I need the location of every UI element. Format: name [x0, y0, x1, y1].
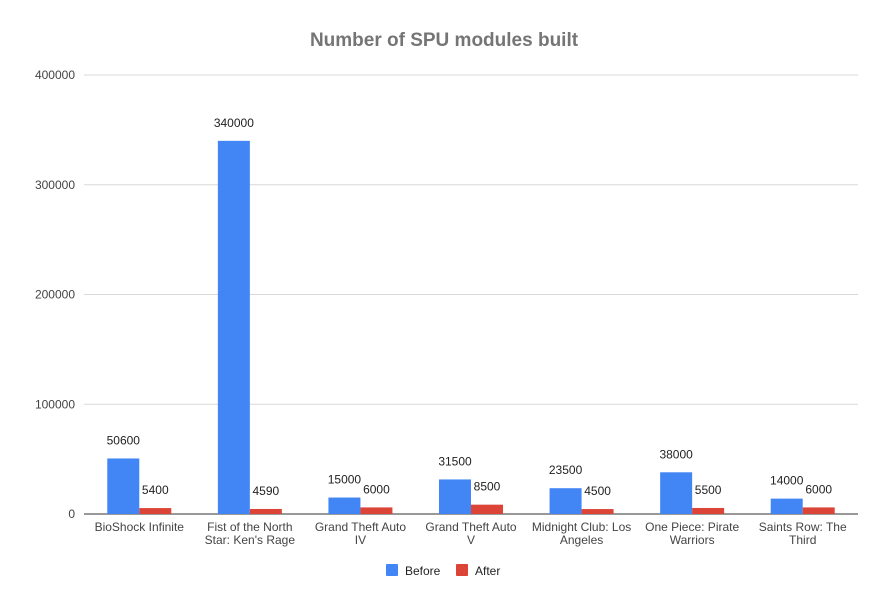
data-labels: 5060054003400004590150006000315008500235… — [107, 116, 833, 498]
y-axis-ticks: 0 100000 200000 300000 400000 — [35, 68, 75, 521]
bar-after — [139, 508, 172, 514]
data-label: 15000 — [328, 473, 362, 487]
gridlines — [84, 74, 858, 515]
x-category-label: Grand Theft Auto IV — [315, 520, 406, 547]
legend-swatch-after — [456, 564, 468, 576]
data-label: 38000 — [659, 447, 693, 461]
x-category-label: BioShock Infinite — [95, 520, 185, 534]
bar-after — [581, 509, 614, 514]
bar-after — [471, 504, 503, 514]
bar-after — [360, 507, 393, 514]
x-axis-categories: BioShock Infinite Fist of the North Star: … — [95, 520, 847, 547]
y-tick-label: 300000 — [35, 178, 75, 192]
data-label: 340000 — [214, 116, 254, 130]
y-tick-label: 0 — [68, 507, 75, 521]
data-label: 23500 — [549, 463, 583, 477]
data-label: 4590 — [253, 484, 280, 498]
chart-title: Number of SPU modules built — [310, 30, 579, 51]
bar-before — [217, 140, 250, 514]
y-tick-label: 100000 — [35, 397, 75, 411]
bar-before — [660, 472, 693, 514]
data-label: 4500 — [584, 484, 611, 498]
bar-before — [549, 488, 582, 514]
bar-after — [249, 508, 282, 514]
data-label: 8500 — [474, 480, 501, 494]
bar-before — [328, 497, 361, 514]
legend-swatch-before — [386, 564, 398, 576]
bars — [107, 140, 835, 514]
legend-label-after: After — [475, 564, 500, 578]
data-label: 50600 — [107, 433, 141, 447]
data-label: 5500 — [695, 483, 722, 497]
bar-before — [107, 458, 140, 514]
data-label: 6000 — [363, 482, 390, 496]
data-label: 31500 — [438, 454, 472, 468]
x-category-label: Grand Theft Auto V — [425, 520, 516, 547]
bar-before — [439, 479, 471, 514]
data-label: 6000 — [805, 482, 832, 496]
bar-after — [802, 507, 835, 514]
bar-after — [692, 507, 725, 514]
x-category-label: Fist of the North Star: Ken's Rage — [205, 520, 296, 547]
legend: Before After — [386, 564, 500, 578]
x-category-label: Saints Row: The Third — [759, 520, 847, 547]
bar-before — [770, 498, 803, 514]
y-tick-label: 200000 — [35, 288, 75, 302]
y-tick-label: 400000 — [35, 68, 75, 82]
x-category-label: One Piece: Pirate Warriors — [645, 520, 739, 547]
data-label: 5400 — [142, 483, 169, 497]
legend-label-before: Before — [405, 564, 441, 578]
data-label: 14000 — [770, 474, 804, 488]
x-category-label: Midnight Club: Los Angeles — [532, 520, 631, 547]
